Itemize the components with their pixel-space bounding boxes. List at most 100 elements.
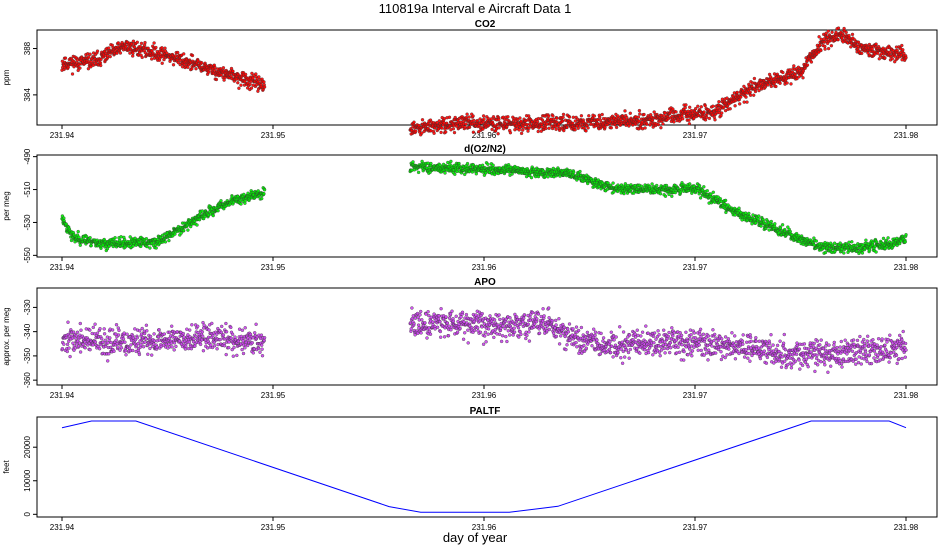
data-point [747, 211, 751, 216]
data-point [76, 229, 80, 234]
panel-d-o2-n2-: d(O2/N2)231.94 231.95 231.96 231.97 231.98-5… [2, 144, 938, 272]
data-point [508, 131, 513, 135]
data-point [112, 349, 116, 353]
data-point [221, 333, 226, 337]
data-point [524, 336, 528, 341]
data-point [637, 108, 642, 113]
data-point [235, 353, 239, 358]
y-tick-label: -490 [23, 148, 32, 165]
data-point [100, 337, 104, 341]
data-point [188, 328, 192, 332]
data-point [555, 116, 559, 120]
data-point [414, 129, 418, 133]
data-point [129, 343, 133, 347]
data-point [658, 192, 663, 196]
y-tick-label: -360 [23, 372, 32, 389]
data-point [663, 111, 667, 115]
data-point [157, 328, 161, 332]
y-tick-label: -530 [23, 214, 32, 231]
data-point [655, 183, 659, 188]
data-point [480, 163, 485, 167]
data-point [438, 329, 443, 334]
data-point [123, 340, 127, 344]
data-point [213, 65, 217, 70]
data-point [98, 327, 102, 331]
data-point [481, 127, 485, 131]
data-point [584, 129, 588, 133]
data-point [529, 175, 534, 180]
data-point [87, 55, 91, 59]
data-point [442, 116, 446, 121]
data-point [759, 224, 763, 228]
data-point [769, 84, 773, 89]
data-point [145, 329, 149, 333]
data-point [645, 122, 649, 126]
data-point [497, 332, 502, 336]
data-point [148, 246, 152, 250]
data-point [466, 341, 470, 345]
data-point [506, 329, 510, 333]
data-point [93, 340, 98, 344]
data-point [745, 100, 749, 104]
data-point [88, 348, 92, 352]
data-point [163, 46, 167, 50]
data-point [518, 116, 522, 120]
data-point [465, 112, 469, 116]
data-point [506, 115, 510, 119]
data-point [144, 337, 148, 341]
data-point [254, 322, 258, 326]
data-point [462, 320, 466, 324]
data-point [183, 347, 188, 351]
data-point [451, 127, 456, 131]
data-point [819, 48, 823, 53]
data-point [232, 345, 236, 350]
data-point [162, 57, 166, 62]
data-point [497, 117, 501, 122]
data-point [455, 330, 460, 334]
data-point [227, 340, 231, 344]
data-point [860, 51, 864, 56]
data-point [443, 171, 447, 175]
data-point [823, 250, 828, 255]
data-point [420, 318, 424, 322]
data-point [561, 115, 565, 120]
data-point [728, 107, 732, 111]
data-point [463, 331, 467, 335]
data-point [525, 333, 529, 338]
data-point [241, 351, 246, 356]
data-point [541, 319, 545, 323]
data-point [181, 331, 185, 336]
data-point [160, 61, 164, 65]
data-point [83, 346, 87, 350]
data-point [99, 63, 103, 68]
data-point [67, 346, 71, 350]
data-point [219, 330, 223, 335]
y-axis-label: ppm [2, 69, 11, 85]
data-point [823, 47, 827, 51]
data-point [109, 340, 113, 345]
data-point [79, 328, 83, 332]
data-point [500, 334, 505, 338]
data-point [711, 104, 715, 108]
data-point [702, 110, 706, 114]
data-point [482, 117, 486, 121]
x-tick-label: 231.97 [683, 263, 708, 272]
data-point [467, 115, 471, 119]
data-point [823, 44, 827, 49]
data-point [445, 321, 450, 325]
data-point [517, 335, 521, 339]
data-point [70, 72, 75, 76]
data-point [739, 95, 743, 99]
data-point [78, 350, 83, 354]
data-point [238, 198, 242, 203]
data-point [565, 125, 569, 130]
data-point [717, 100, 721, 104]
data-point [656, 122, 661, 127]
data-point [88, 236, 92, 240]
data-point [752, 93, 756, 97]
data-point [124, 44, 128, 49]
data-point [560, 119, 565, 123]
data-point [116, 345, 120, 349]
data-point [643, 126, 647, 130]
data-point [243, 346, 247, 350]
